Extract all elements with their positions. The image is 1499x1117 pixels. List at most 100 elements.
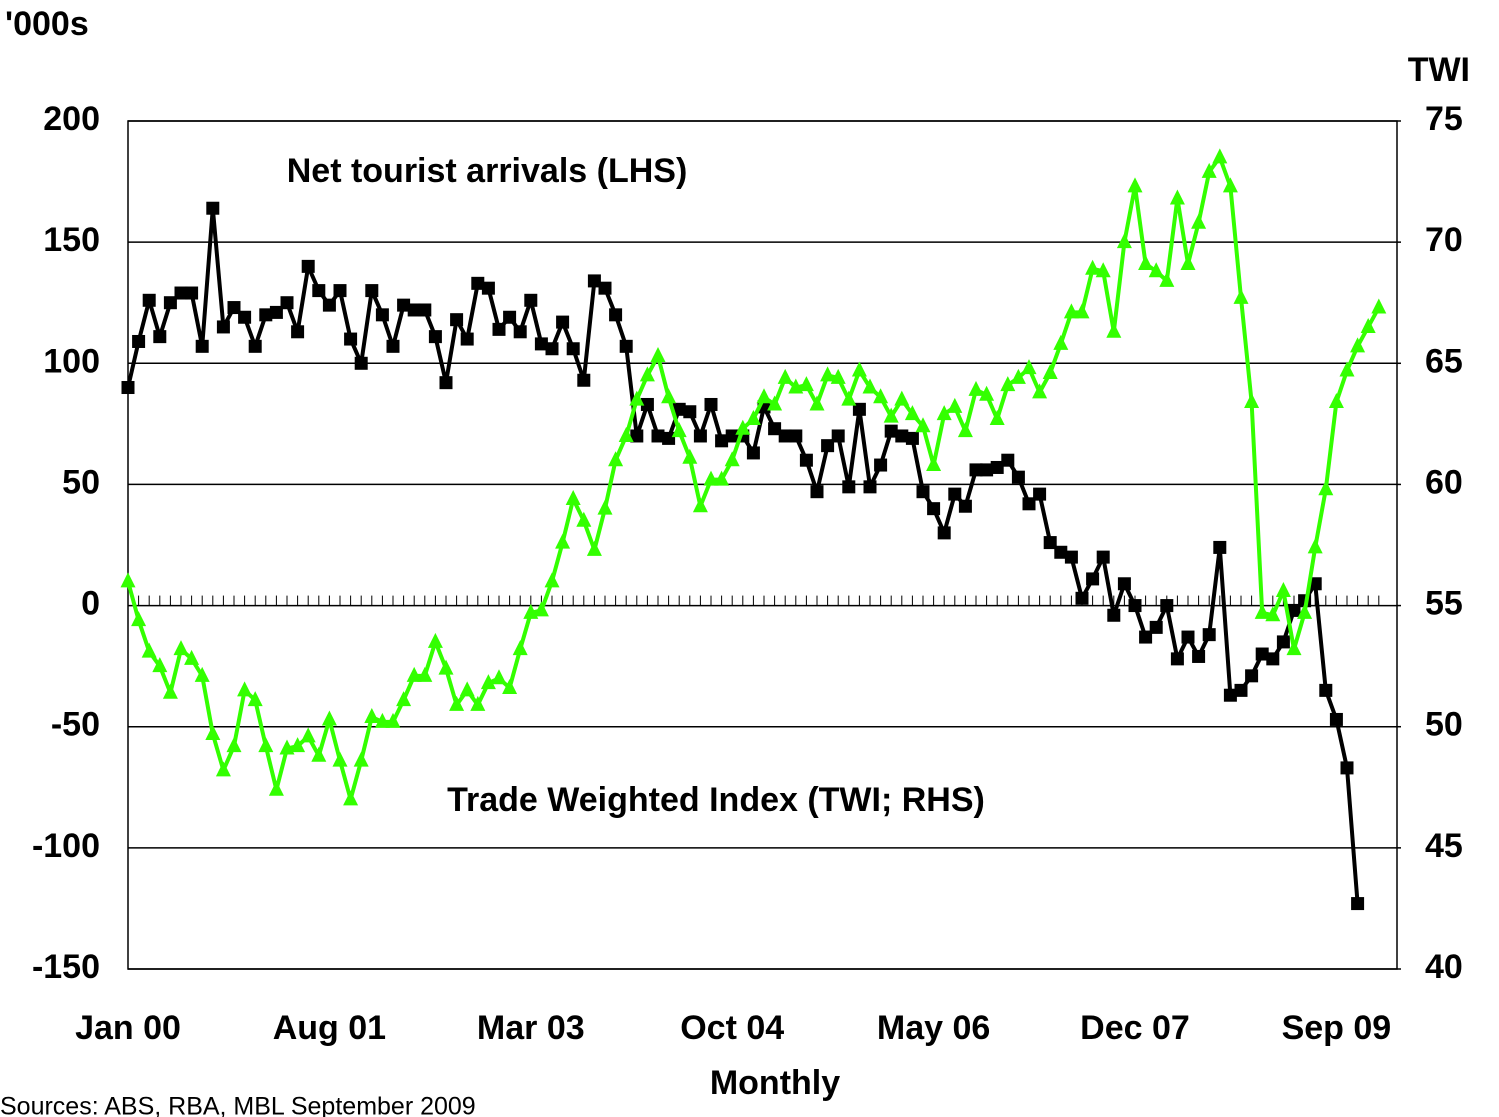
marker-triangle (491, 669, 507, 685)
marker-triangle (226, 737, 242, 753)
marker-square (375, 308, 389, 322)
marker-square (619, 339, 633, 353)
marker-square (450, 313, 464, 327)
marker-square (1223, 688, 1237, 702)
marker-square (587, 274, 601, 288)
x-tick-label: Sep 09 (1282, 1009, 1392, 1047)
marker-square (958, 499, 972, 513)
marker-square (651, 429, 665, 443)
marker-triangle (1286, 640, 1302, 656)
marker-triangle (321, 710, 337, 726)
marker-triangle (120, 572, 136, 588)
marker-triangle (576, 511, 592, 527)
marker-square (725, 429, 739, 443)
marker-square (1075, 591, 1089, 605)
marker-triangle (1042, 363, 1058, 379)
marker-square (545, 342, 559, 356)
marker-triangle (353, 751, 369, 767)
marker-square (354, 356, 368, 370)
marker-square (778, 429, 792, 443)
y-tick-label: 50 (62, 463, 100, 501)
marker-triangle (1328, 393, 1344, 409)
y2-tick-label: 40 (1425, 948, 1463, 986)
marker-square (990, 460, 1004, 474)
y2-tick-label: 70 (1425, 221, 1463, 259)
marker-triangle (215, 761, 231, 777)
marker-triangle (279, 739, 295, 755)
marker-triangle (682, 448, 698, 464)
marker-square (905, 431, 919, 445)
marker-triangle (957, 422, 973, 438)
marker-square (566, 342, 580, 356)
marker-triangle (406, 666, 422, 682)
marker-triangle (194, 666, 210, 682)
marker-triangle (820, 366, 836, 382)
marker-square (1022, 497, 1036, 511)
marker-triangle (1371, 298, 1387, 314)
marker-triangle (152, 657, 168, 673)
marker-triangle (1053, 334, 1069, 350)
marker-square (439, 376, 453, 390)
x-tick-label: Oct 04 (680, 1009, 784, 1047)
marker-square (852, 402, 866, 416)
marker-triangle (873, 388, 889, 404)
marker-square (821, 439, 835, 453)
marker-triangle (798, 376, 814, 392)
marker-triangle (830, 368, 846, 384)
marker-square (842, 480, 856, 494)
marker-square (534, 337, 548, 351)
marker-triangle (131, 611, 147, 627)
marker-triangle (1265, 606, 1281, 622)
marker-square (768, 422, 782, 436)
marker-triangle (586, 540, 602, 556)
marker-triangle (544, 572, 560, 588)
marker-square (195, 339, 209, 353)
marker-square (238, 310, 252, 324)
marker-triangle (1254, 603, 1270, 619)
marker-square (1086, 572, 1100, 586)
marker-triangle (268, 780, 284, 796)
marker-triangle (417, 666, 433, 682)
marker-triangle (788, 378, 804, 394)
marker-triangle (1222, 177, 1238, 193)
marker-triangle (523, 603, 539, 619)
y-tick-label: 200 (43, 100, 100, 138)
marker-triangle (1021, 359, 1037, 375)
marker-square (1117, 577, 1131, 591)
marker-triangle (502, 678, 518, 694)
marker-triangle (618, 426, 634, 442)
marker-triangle (364, 708, 380, 724)
marker-triangle (385, 712, 401, 728)
marker-triangle (1180, 254, 1196, 270)
marker-square (291, 325, 305, 339)
marker-triangle (247, 691, 263, 707)
marker-square (1308, 577, 1322, 591)
marker-square (174, 286, 188, 300)
marker-square (630, 429, 644, 443)
marker-triangle (374, 712, 390, 728)
marker-triangle (184, 649, 200, 665)
marker-square (163, 296, 177, 310)
y-tick-label: 150 (43, 221, 100, 259)
marker-square (1255, 647, 1269, 661)
marker-square (1245, 669, 1259, 683)
marker-square (863, 480, 877, 494)
marker-square (153, 330, 167, 344)
marker-triangle (989, 410, 1005, 426)
marker-square (937, 526, 951, 540)
marker-triangle (777, 368, 793, 384)
marker-triangle (1350, 337, 1366, 353)
marker-square (344, 332, 358, 346)
marker-triangle (703, 470, 719, 486)
marker-square (301, 259, 315, 273)
marker-triangle (533, 601, 549, 617)
marker-triangle (1010, 368, 1026, 384)
y-tick-label: -150 (32, 948, 100, 986)
marker-triangle (311, 746, 327, 762)
marker-triangle (1095, 262, 1111, 278)
marker-square (746, 446, 760, 460)
marker-triangle (597, 499, 613, 515)
marker-triangle (883, 407, 899, 423)
marker-square (1160, 599, 1174, 613)
